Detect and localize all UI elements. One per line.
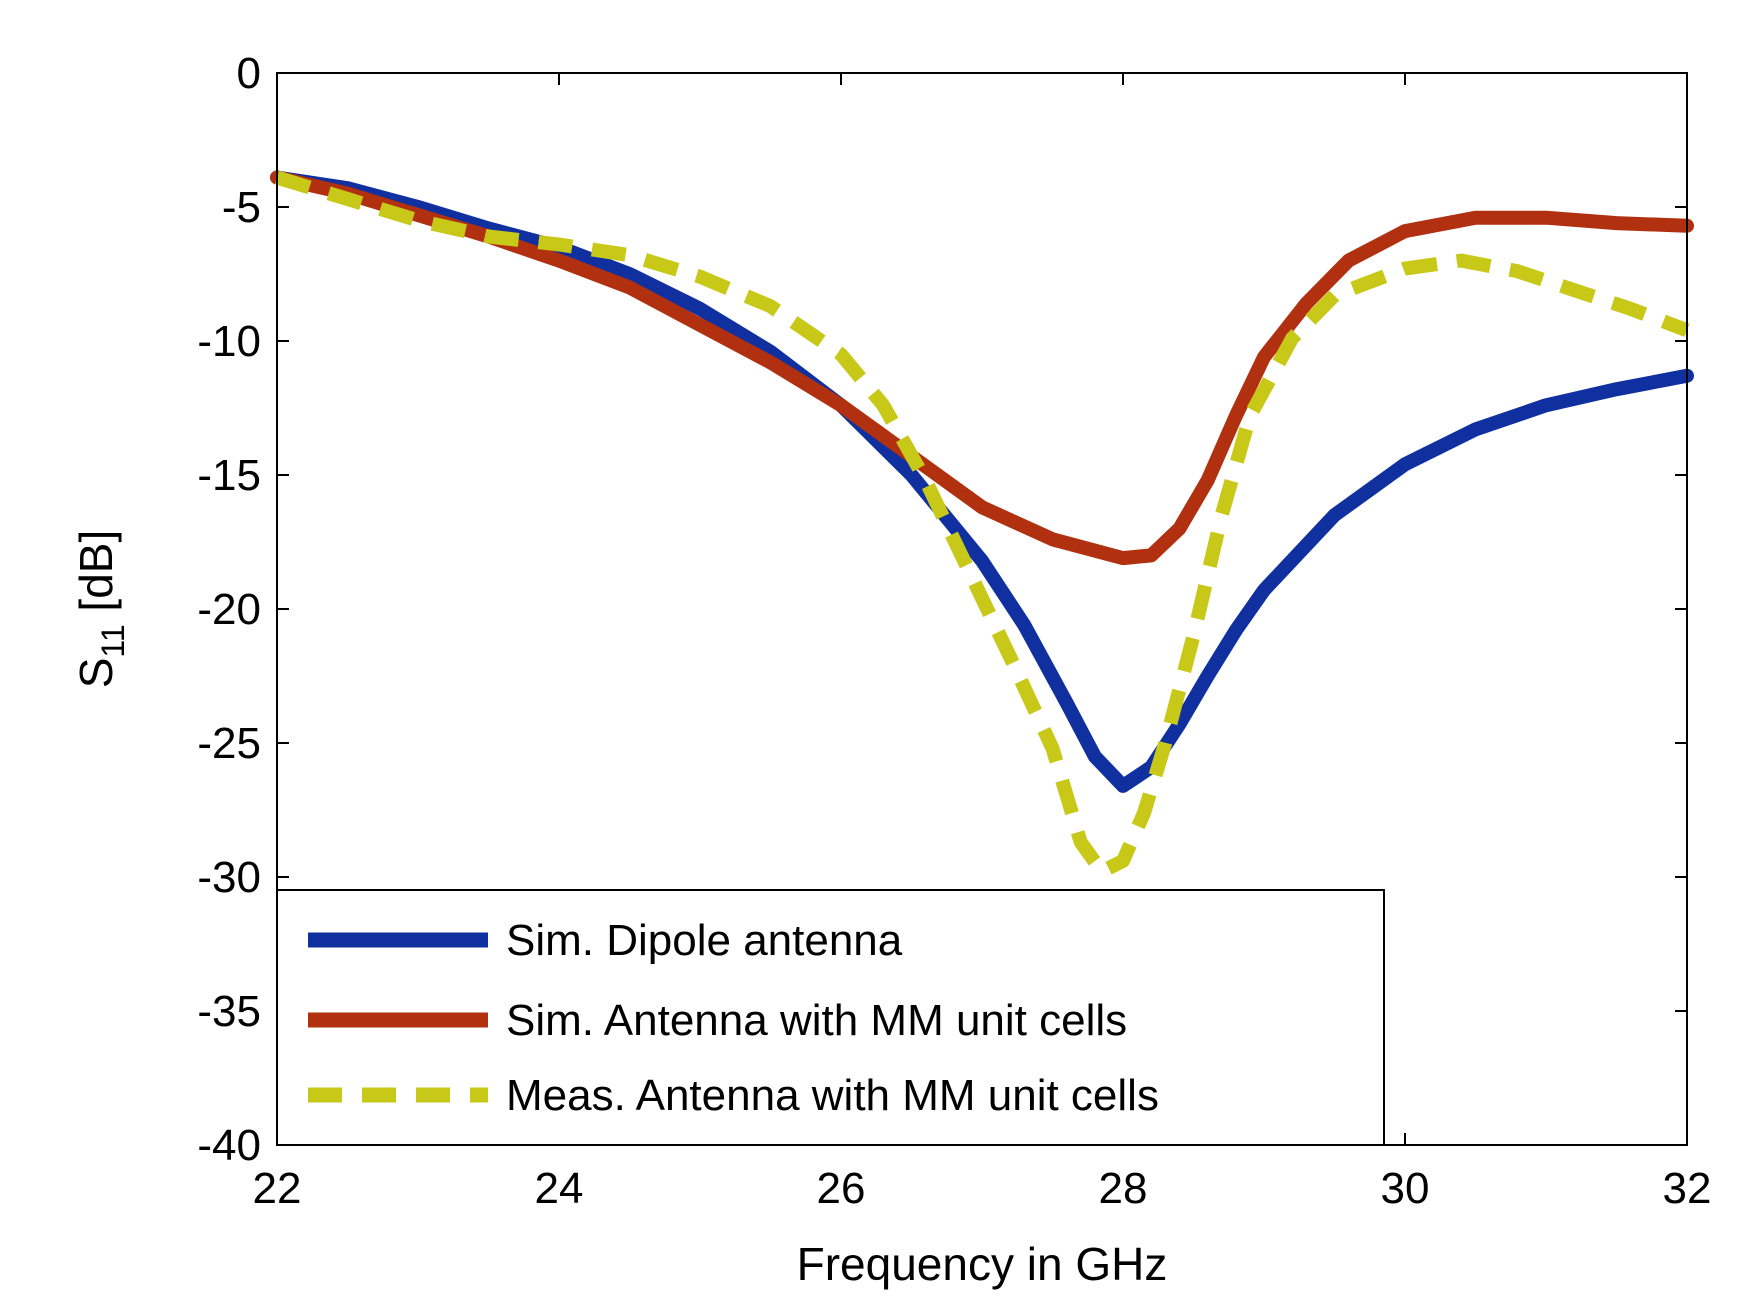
y-tick-label--10: -10 <box>197 317 261 366</box>
y-tick-labels: 0 -5 -10 -15 -20 -25 -30 -35 -40 <box>197 49 261 1170</box>
x-tick-label-22: 22 <box>253 1164 302 1213</box>
y-axis-label-unit: [dB] <box>70 530 122 625</box>
series-layer <box>270 170 1694 879</box>
y-tick-label--25: -25 <box>197 719 261 768</box>
legend: Sim. Dipole antenna Sim. Antenna with MM… <box>276 889 1385 1146</box>
legend-label-sim-dipole: Sim. Dipole antenna <box>506 916 903 965</box>
x-tick-label-28: 28 <box>1099 1164 1148 1213</box>
series-line-meas-antenna-with-mm-unit-cells <box>274 170 1690 879</box>
y-axis-label-main: S <box>70 658 122 689</box>
x-tick-label-30: 30 <box>1381 1164 1430 1213</box>
legend-label-meas-mm: Meas. Antenna with MM unit cells <box>506 1071 1159 1120</box>
x-tick-label-26: 26 <box>817 1164 866 1213</box>
x-tick-label-32: 32 <box>1663 1164 1712 1213</box>
x-axis-label: Frequency in GHz <box>797 1238 1168 1290</box>
y-tick-label--5: -5 <box>222 183 261 232</box>
y-tick-label--20: -20 <box>197 585 261 634</box>
y-tick-label--40: -40 <box>197 1121 261 1170</box>
y-tick-label--30: -30 <box>197 853 261 902</box>
y-tick-label--15: -15 <box>197 451 261 500</box>
series-line-sim-antenna-with-mm-unit-cells <box>270 170 1694 566</box>
x-tick-label-24: 24 <box>535 1164 584 1213</box>
legend-label-sim-mm: Sim. Antenna with MM unit cells <box>506 996 1127 1045</box>
y-tick-label--35: -35 <box>197 987 261 1036</box>
x-tick-labels: 22 24 26 28 30 32 <box>253 1164 1712 1213</box>
y-axis-label: S11 [dB] <box>70 530 131 689</box>
y-axis-label-subscript: 11 <box>95 624 131 657</box>
y-tick-label-0: 0 <box>237 49 261 98</box>
